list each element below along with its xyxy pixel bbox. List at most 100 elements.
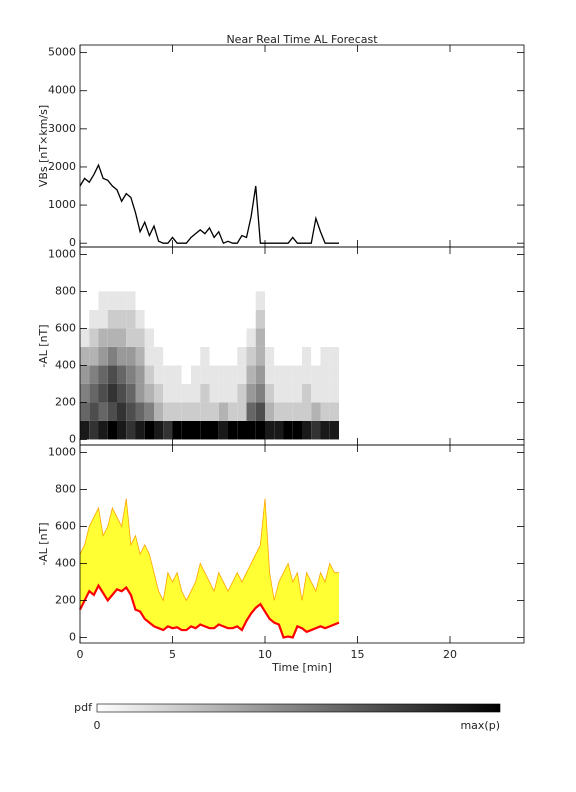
heat-cell	[209, 383, 219, 403]
heat-cell	[246, 309, 256, 329]
heat-cell	[126, 365, 136, 384]
heat-cell	[80, 309, 90, 329]
heat-cell	[265, 291, 275, 310]
heat-cell	[302, 402, 312, 421]
heat-cell	[302, 309, 312, 329]
heat-cell	[218, 402, 228, 421]
heat-cell	[302, 328, 312, 347]
heat-cell	[191, 291, 201, 310]
heat-cell	[246, 420, 256, 440]
heat-cell	[255, 383, 265, 403]
heat-cell	[200, 291, 210, 310]
heat-cell	[265, 365, 275, 384]
heat-cell	[265, 328, 275, 347]
heat-cell	[218, 420, 228, 440]
heat-cell	[163, 402, 173, 421]
heat-cell	[107, 346, 117, 366]
data-line	[79, 163, 339, 245]
band-fill	[80, 498, 339, 638]
heat-cell	[163, 365, 173, 384]
heat-cell	[191, 328, 201, 347]
heat-cell	[181, 402, 191, 421]
heat-cell	[228, 291, 238, 310]
heat-cell	[126, 383, 136, 403]
y-axis-label: VBs [nT×km/s]	[37, 105, 50, 187]
heat-cell	[181, 328, 191, 347]
heat-cell	[228, 383, 238, 403]
heat-cell	[126, 420, 136, 440]
heat-cell	[172, 365, 182, 384]
heat-cell	[228, 402, 238, 421]
x-tick-label: 20	[443, 648, 457, 661]
heat-cell	[89, 346, 99, 366]
colorbar-max: max(p)	[460, 719, 500, 732]
heat-cell	[283, 383, 293, 403]
y-tick-label: 0	[69, 236, 76, 249]
heat-cell	[274, 328, 284, 347]
heat-cell	[237, 328, 247, 347]
heat-cell	[181, 365, 191, 384]
panel-frame	[79, 444, 525, 644]
heat-cell	[117, 346, 127, 366]
heat-cell	[246, 402, 256, 421]
heat-cell	[107, 365, 117, 384]
heat-cell	[311, 402, 321, 421]
y-tick-label: 5000	[48, 46, 76, 59]
heat-cell	[181, 291, 191, 310]
heat-cell	[98, 291, 108, 310]
heat-cell	[98, 420, 108, 440]
y-axis-label: -AL [nT]	[37, 522, 50, 565]
heat-cell	[117, 420, 127, 440]
heat-cell	[200, 346, 210, 366]
heat-cell	[200, 365, 210, 384]
heat-cell	[274, 346, 284, 366]
heat-cell	[292, 365, 302, 384]
heat-cell	[98, 309, 108, 329]
heat-cell	[218, 346, 228, 366]
heat-cell	[89, 309, 99, 329]
heat-cell	[135, 402, 145, 421]
heat-cell	[228, 328, 238, 347]
heat-cell	[117, 383, 127, 403]
heat-cell	[107, 291, 117, 310]
heat-cell	[126, 346, 136, 366]
heat-cell	[144, 346, 154, 366]
heat-cell	[302, 365, 312, 384]
heat-cell	[320, 328, 330, 347]
heat-cell	[200, 383, 210, 403]
heat-cell	[209, 328, 219, 347]
y-axis-label: -AL [nT]	[37, 324, 50, 367]
heat-cell	[154, 291, 164, 310]
heat-cell	[200, 420, 210, 440]
heat-cell	[117, 402, 127, 421]
heat-cell	[209, 291, 219, 310]
heat-cell	[191, 420, 201, 440]
heat-cell	[144, 383, 154, 403]
heat-cell	[80, 291, 90, 310]
heat-cell	[237, 365, 247, 384]
y-tick-label: 400	[55, 358, 76, 371]
heat-cell	[144, 328, 154, 347]
heat-cell	[163, 328, 173, 347]
heat-cell	[265, 420, 275, 440]
heat-cell	[292, 328, 302, 347]
chart-title: Near Real Time AL Forecast	[226, 33, 378, 46]
heat-cell	[107, 328, 117, 347]
heat-cell	[98, 383, 108, 403]
heat-cell	[117, 291, 127, 310]
heat-cell	[144, 309, 154, 329]
heat-cell	[126, 402, 136, 421]
heat-cell	[320, 420, 330, 440]
heat-cell	[172, 328, 182, 347]
y-tick-label: 4000	[48, 84, 76, 97]
heat-cell	[320, 291, 330, 310]
y-tick-label: 800	[55, 482, 76, 495]
heat-cell	[181, 346, 191, 366]
heat-cell	[163, 420, 173, 440]
heat-cell	[144, 291, 154, 310]
heat-cell	[172, 402, 182, 421]
heat-cell	[292, 402, 302, 421]
heat-cell	[228, 420, 238, 440]
